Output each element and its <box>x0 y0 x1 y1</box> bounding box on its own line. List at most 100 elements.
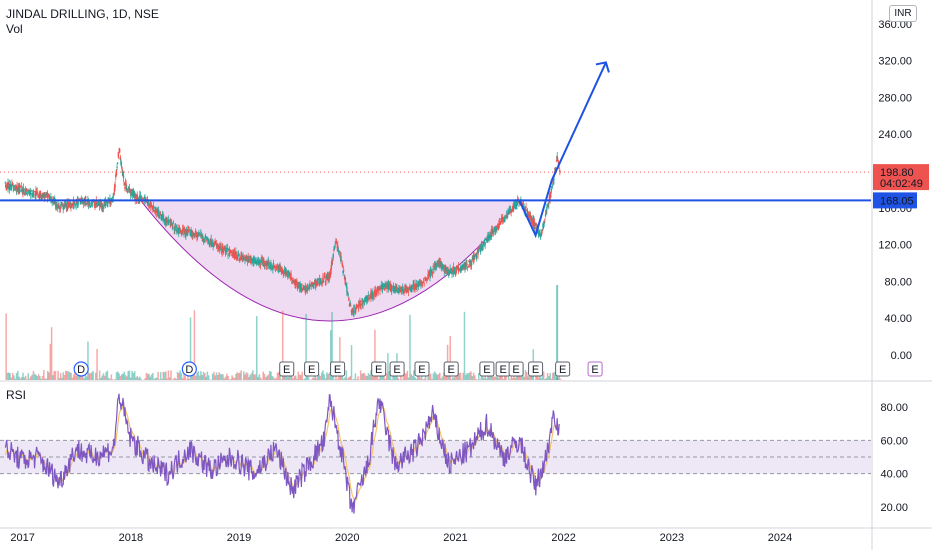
volume-bar <box>453 377 455 380</box>
candle-body <box>421 283 423 287</box>
volume-bar <box>133 371 136 380</box>
volume-bar <box>84 374 87 380</box>
candle-body <box>482 244 484 247</box>
candle-body <box>39 196 41 198</box>
volume-bar <box>311 377 314 380</box>
volume-bar <box>98 370 101 380</box>
volume-bar <box>36 376 39 380</box>
candle-body <box>279 266 281 269</box>
candle-body <box>469 260 471 266</box>
candle-body <box>204 238 206 240</box>
volume-bar <box>40 378 42 380</box>
volume-bar <box>249 374 252 380</box>
candle-body <box>381 284 384 290</box>
candle-body <box>546 206 548 211</box>
candle-body <box>477 251 479 256</box>
volume-bar <box>181 378 184 380</box>
candle-body <box>344 281 347 286</box>
candle-body <box>112 195 114 199</box>
earnings-marker-label: E <box>393 364 400 376</box>
volume-bar <box>265 377 267 380</box>
candle-body <box>22 192 24 193</box>
currency-badge[interactable]: INR <box>889 5 917 22</box>
candle-body <box>550 193 552 198</box>
volume-bar <box>339 337 341 380</box>
candle-body <box>363 301 366 302</box>
candle-body <box>10 185 12 191</box>
volume-bar <box>233 377 236 380</box>
volume-bar <box>220 374 223 380</box>
candle-body <box>360 303 362 306</box>
candle-body <box>256 259 258 261</box>
candle-body <box>88 202 90 207</box>
x-tick-label: 2020 <box>335 532 359 544</box>
candle-body <box>196 234 199 238</box>
volume-bar <box>70 372 72 380</box>
volume-bar <box>317 375 319 380</box>
candle-body <box>504 215 506 218</box>
dividend-marker-label: D <box>185 364 193 376</box>
volume-bar <box>45 378 48 380</box>
volume-bar <box>304 378 306 380</box>
candle-body <box>235 251 237 255</box>
volume-bar <box>67 371 70 380</box>
volume-bar <box>414 377 416 380</box>
candle-body <box>409 287 412 292</box>
volume-bar <box>378 378 380 380</box>
volume-bar <box>202 371 205 380</box>
volume-bar <box>26 379 28 380</box>
volume-bar <box>458 373 461 380</box>
volume-bar <box>172 378 175 380</box>
candle-body <box>115 174 117 178</box>
volume-bar <box>30 376 32 380</box>
candle-body <box>226 248 228 253</box>
candle-body <box>251 261 253 264</box>
candle-body <box>57 203 59 206</box>
volume-bar <box>9 373 11 380</box>
candle-body <box>241 257 244 261</box>
volume-bar <box>187 376 189 380</box>
candle-body <box>95 200 97 204</box>
candle-body <box>346 291 349 295</box>
y-tick-label: 80.00 <box>884 276 912 288</box>
candle-body <box>333 248 335 251</box>
volume-bar <box>341 374 344 380</box>
volume-bar <box>239 372 241 380</box>
volume-bar <box>362 373 364 380</box>
volume-bar <box>359 370 362 380</box>
volume-bar <box>23 377 26 380</box>
candle-body <box>420 281 423 284</box>
target-arrow <box>550 62 607 181</box>
volume-bar <box>252 370 254 380</box>
candle-body <box>157 209 160 217</box>
volume-bar <box>198 375 201 380</box>
candle-body <box>45 192 48 194</box>
volume-bar <box>85 376 88 380</box>
volume-bar <box>353 378 355 380</box>
volume-bar <box>62 372 65 380</box>
candle-body <box>556 156 558 159</box>
volume-bar <box>137 377 140 380</box>
volume-bar <box>411 375 414 380</box>
candle-body <box>344 276 346 281</box>
candle-body <box>178 228 180 234</box>
arrow-head <box>595 61 610 73</box>
candle-body <box>380 284 382 289</box>
candle-body <box>526 209 529 217</box>
candle-body <box>244 258 246 261</box>
candle-body <box>250 258 253 262</box>
volume-bar <box>122 373 124 380</box>
volume-bar <box>176 371 179 380</box>
volume-bar <box>144 378 146 380</box>
y-tick-label: 320.00 <box>878 56 912 68</box>
volume-bar <box>59 373 62 380</box>
volume-bar <box>80 374 83 380</box>
volume-bar <box>554 373 557 380</box>
candle-body <box>555 167 557 169</box>
candle-body <box>167 219 170 225</box>
volume-bar <box>69 372 71 380</box>
candle-body <box>194 230 197 235</box>
volume-bar <box>106 370 109 380</box>
